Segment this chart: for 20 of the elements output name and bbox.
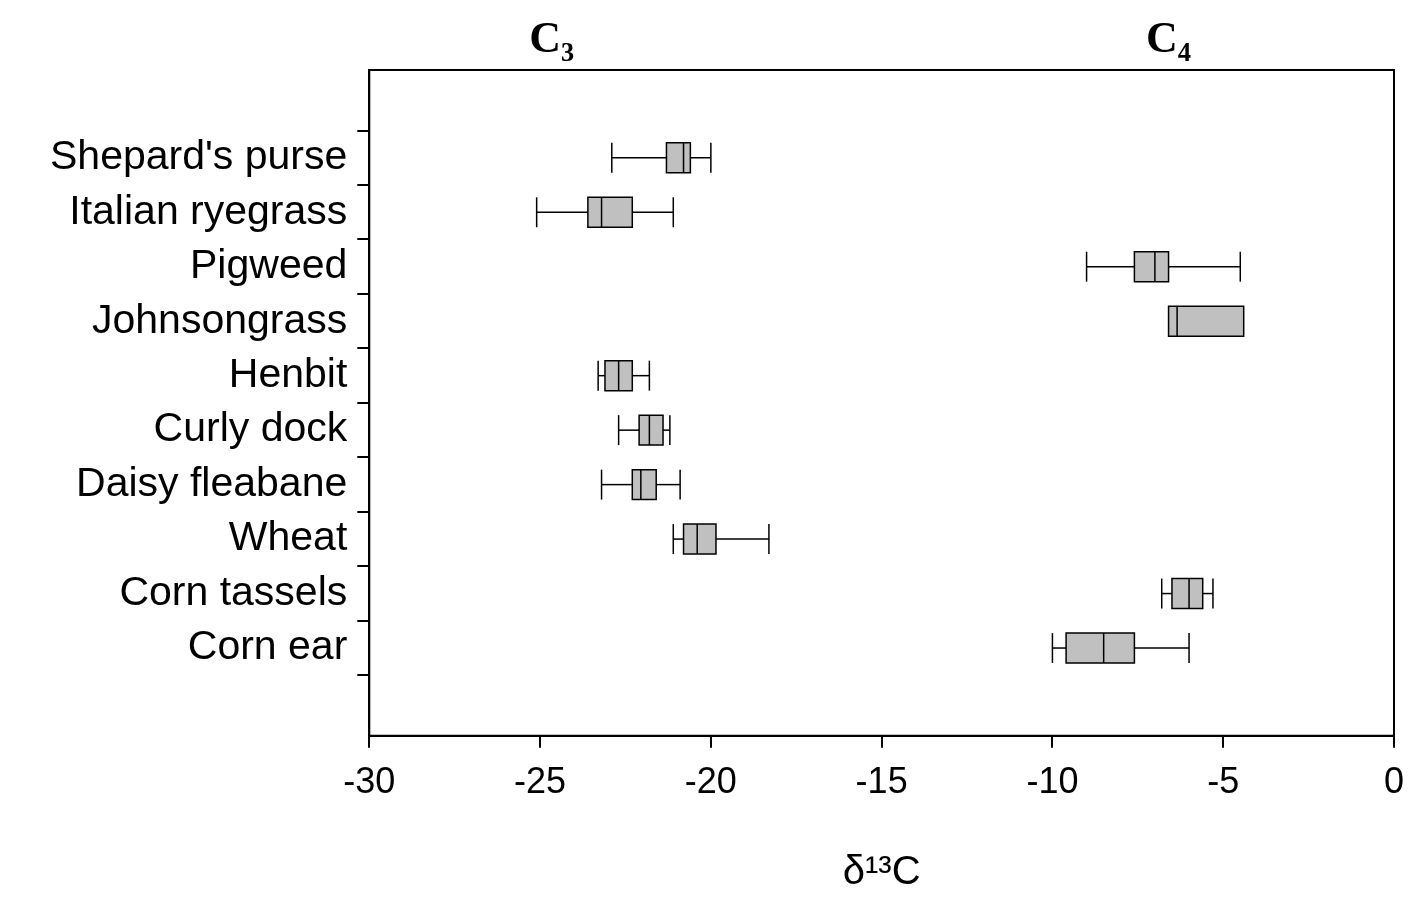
y-tick-label: Daisy fleabane (76, 458, 348, 505)
x-tick-label: -5 (1207, 760, 1240, 802)
text: C₄ (1146, 13, 1192, 62)
y-tick-label: Curly dock (153, 404, 348, 451)
x-tick-label: -15 (855, 760, 908, 802)
y-tick-label: Italian ryegrass (69, 186, 348, 233)
x-tick-label: -30 (343, 760, 396, 802)
y-tick-label: Corn ear (187, 622, 348, 669)
y-tick-label: Corn tassels (119, 567, 348, 614)
x-tick-label: -25 (514, 760, 567, 802)
y-tick-label: Johnsongrass (92, 295, 348, 342)
text: C₃ (529, 13, 575, 62)
y-tick-label: Henbit (228, 349, 348, 396)
x-tick-label: -10 (1026, 760, 1079, 802)
y-tick-label: Wheat (228, 513, 348, 560)
x-tick-label: 0 (1383, 760, 1404, 802)
x-axis-title: δ¹³C (842, 848, 921, 893)
y-tick-label: Pigweed (190, 241, 348, 288)
y-tick-label: Shepard's purse (49, 132, 348, 179)
x-tick-label: -20 (684, 760, 737, 802)
